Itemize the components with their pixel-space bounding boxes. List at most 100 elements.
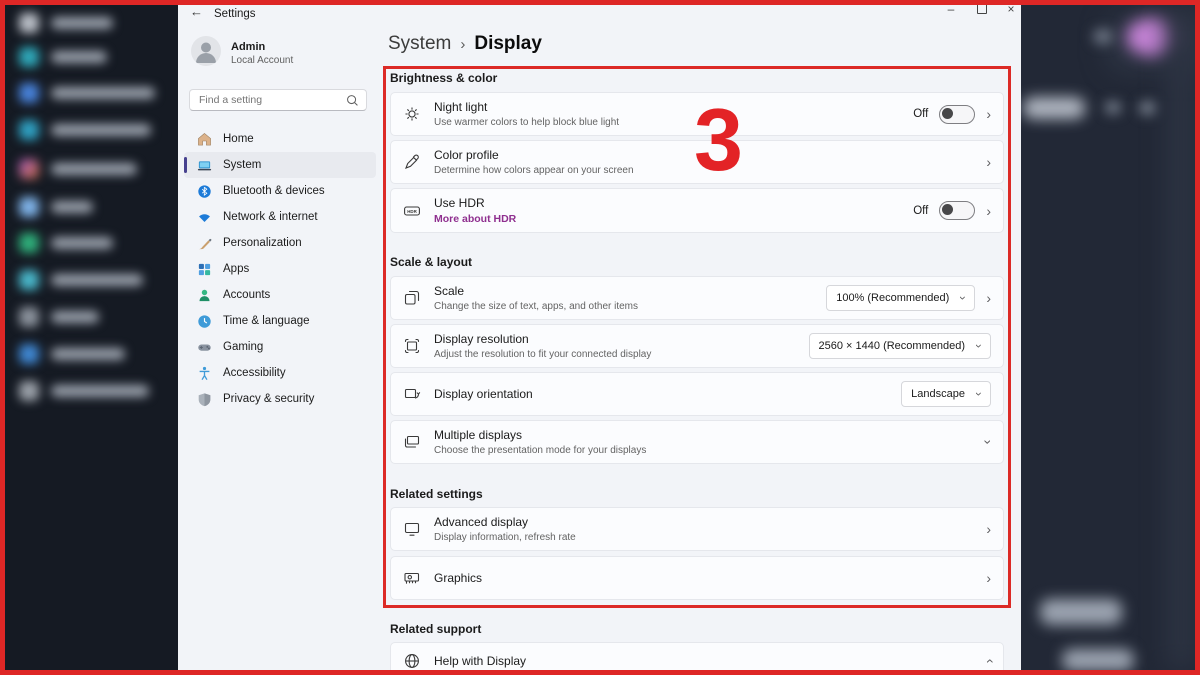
use-hdr-toggle[interactable] [939,201,976,220]
row-multiple-displays[interactable]: Multiple displays Choose the presentation… [390,420,1004,464]
row-night-light[interactable]: Night light Use warmer colors to help blo… [390,92,1004,136]
sidebar-item-gaming[interactable]: Gaming [184,334,376,360]
background-blur-row [19,381,149,401]
section-header-related-support: Related support [390,622,482,636]
row-advanced-display[interactable]: Advanced display Display information, ref… [390,507,1004,551]
search-box[interactable] [189,89,367,111]
background-blur-row [19,197,93,217]
chevron-right-icon: › [986,106,991,122]
row-subtitle: Use warmer colors to help block blue lig… [434,116,620,128]
graphics-icon [403,569,421,587]
row-graphics[interactable]: Graphics › [390,556,1004,600]
night-light-icon [403,105,421,123]
sidebar-item-label: Apps [223,263,250,275]
accessibility-icon [199,366,210,380]
back-button[interactable]: ← [190,4,203,19]
night-light-toggle[interactable] [939,104,976,124]
background-blur-blob [1062,649,1134,671]
breadcrumb-separator-icon: › [460,36,466,53]
sidebar-item-bluetooth-devices[interactable]: Bluetooth & devices [184,178,376,204]
minimize-icon: – [947,2,955,16]
resolution-dropdown[interactable]: 2560 × 1440 (Recommended) › [808,333,991,359]
search-icon [347,94,358,106]
background-blur-blob [1093,29,1113,44]
background-blur-blob [1040,599,1122,625]
person-icon [196,42,216,63]
row-color-profile[interactable]: Color profile Determine how colors appear… [390,140,1004,184]
sidebar-item-label: Bluetooth & devices [223,185,325,197]
row-subtitle: Choose the presentation mode for your di… [434,444,647,456]
chevron-right-icon: › [986,290,991,306]
account-type: Local Account [231,55,294,66]
background-blur-blob [1166,5,1196,670]
background-blur-blob [1105,101,1121,114]
toggle-knob [942,204,954,215]
accounts-icon [199,289,210,301]
background-dark-sidebar [5,5,178,670]
sidebar-item-label: Accounts [223,289,271,301]
minimize-button[interactable]: – [940,0,962,18]
row-title: Scale [434,284,465,299]
orientation-dropdown[interactable]: Landscape › [901,381,991,407]
account-name: Admin [231,41,266,53]
row-display-orientation[interactable]: Display orientation Landscape › [390,372,1004,416]
wifi-icon [199,213,210,222]
close-button[interactable]: × [1000,0,1022,18]
bluetooth-icon [198,184,211,198]
row-title: Multiple displays [434,428,523,443]
sidebar-item-accessibility[interactable]: Accessibility [184,360,376,386]
chevron-down-icon: › [980,439,997,445]
background-dark-content [1021,5,1200,671]
row-display-resolution[interactable]: Display resolution Adjust the resolution … [390,324,1004,368]
sidebar-item-apps[interactable]: Apps [184,256,376,282]
sidebar-item-label: Home [223,133,254,145]
more-about-hdr-link[interactable]: More about HDR [434,212,517,225]
apps-icon [198,263,211,275]
maximize-icon [977,4,987,14]
row-help-with-display[interactable]: Help with Display › [390,642,1004,675]
close-icon: × [1007,2,1015,16]
sidebar-item-label: Time & language [223,315,310,327]
sidebar-item-privacy-security[interactable]: Privacy & security [184,386,376,412]
sidebar-item-personalization[interactable]: Personalization [184,230,376,256]
row-title: Graphics [434,571,483,585]
maximize-button[interactable] [971,0,993,18]
search-input[interactable] [190,94,346,106]
sidebar-item-home[interactable]: Home [184,126,376,152]
breadcrumb: System › Display [388,33,542,55]
background-blur-row [19,270,143,290]
chevron-right-icon: › [986,202,991,219]
controller-icon [198,344,211,351]
shield-icon [198,392,211,406]
chevron-right-icon: › [986,154,991,170]
row-subtitle: Determine how colors appear on your scre… [434,164,634,176]
home-icon [198,132,211,145]
background-blur-row [19,47,107,67]
system-icon [197,160,212,170]
resolution-icon [403,337,421,355]
toggle-state-label: Off [913,108,929,120]
scale-dropdown[interactable]: 100% (Recommended) › [826,285,976,311]
row-subtitle: Adjust the resolution to fit your connec… [434,348,652,360]
toggle-state-label: Off [913,204,929,217]
advanced-display-icon [403,520,421,538]
sidebar-item-system[interactable]: System [184,152,376,178]
clock-icon [198,314,211,328]
row-title: Help with Display [434,654,527,668]
sidebar-item-label: Privacy & security [223,393,315,405]
sidebar-item-label: Personalization [223,237,302,249]
sidebar-item-network-internet[interactable]: Network & internet [184,204,376,230]
sidebar-item-time-language[interactable]: Time & language [184,308,376,334]
sidebar-item-label: Accessibility [223,367,286,379]
background-blur-row [19,307,99,327]
page-title: Display [474,33,542,54]
app-title: Settings [214,8,256,20]
hdr-icon: HDR [403,202,421,220]
background-blur-row [19,120,151,140]
row-scale[interactable]: Scale Change the size of text, apps, and … [390,276,1004,320]
scale-icon [403,289,421,307]
breadcrumb-system[interactable]: System [388,33,452,54]
sidebar-item-accounts[interactable]: Accounts [184,282,376,308]
row-use-hdr[interactable]: HDR Use HDR More about HDR Off › [390,188,1004,233]
